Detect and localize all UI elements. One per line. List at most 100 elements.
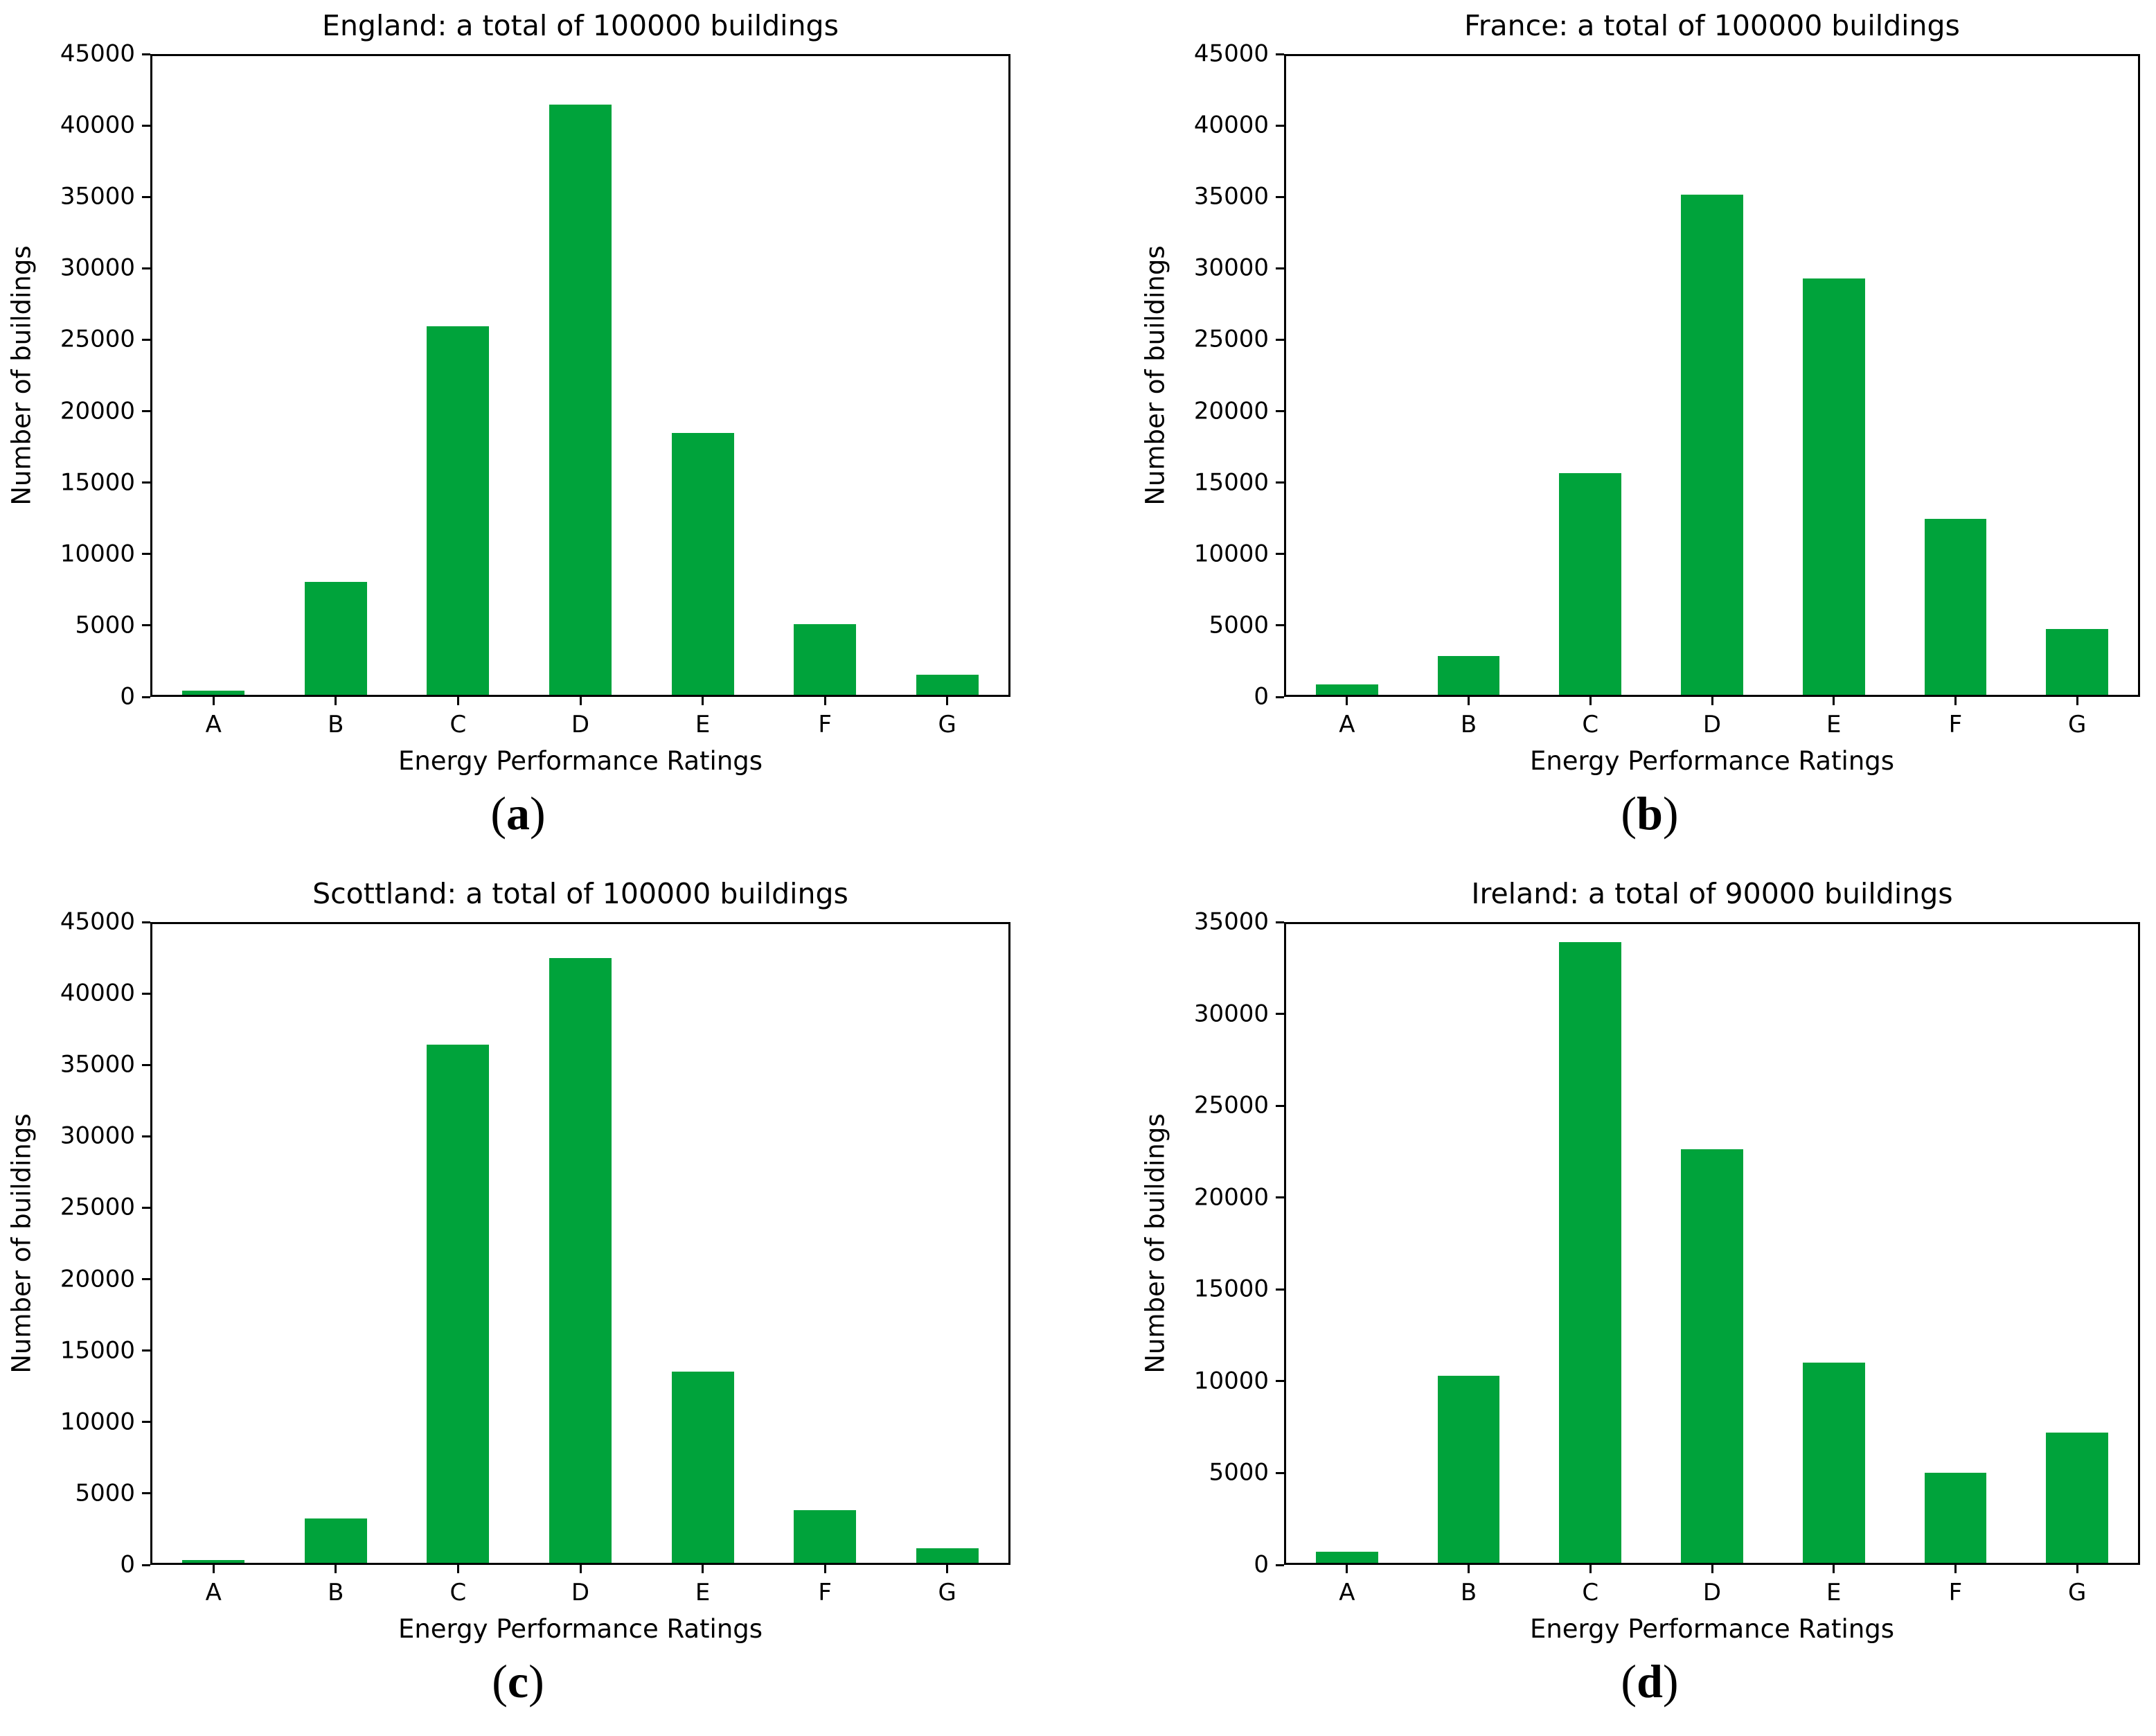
y-tick-mark	[1276, 481, 1284, 484]
y-tick-mark	[142, 1135, 150, 1137]
bar-c	[427, 1045, 490, 1563]
x-axis-label: Energy Performance Ratings	[398, 746, 763, 776]
y-tick-mark	[1276, 338, 1284, 341]
x-tick-label: D	[571, 1579, 590, 1606]
y-tick-label: 25000	[1193, 1091, 1269, 1119]
bar-a	[1316, 684, 1378, 695]
y-tick-label: 25000	[60, 325, 135, 353]
bar-f	[794, 623, 857, 695]
x-tick-mark	[456, 1565, 459, 1573]
x-tick-mark	[1346, 1565, 1348, 1573]
x-tick-mark	[335, 1565, 337, 1573]
y-axis-label: Number of buildings	[1140, 245, 1170, 506]
chart-panel-france: France: a total of 100000 buildings Numbe…	[1078, 0, 2156, 868]
y-tick-label: 0	[120, 1550, 135, 1579]
subfigure-caption: (c)	[492, 1655, 544, 1708]
caption-letter: b	[1637, 787, 1663, 840]
y-tick-mark	[1276, 53, 1284, 55]
x-tick-mark	[823, 1565, 826, 1573]
x-tick-label: B	[328, 1579, 344, 1606]
plot-area	[1284, 54, 2140, 697]
y-tick-label: 35000	[60, 182, 135, 211]
y-tick-mark	[142, 1206, 150, 1209]
y-tick-label: 0	[1254, 1550, 1269, 1579]
y-tick-label: 15000	[60, 1336, 135, 1364]
y-tick-label: 40000	[60, 979, 135, 1007]
y-tick-label: 30000	[1193, 254, 1269, 282]
y-tick-mark	[1276, 1288, 1284, 1291]
y-axis-label: Number of buildings	[6, 1113, 37, 1374]
x-tick-mark	[823, 697, 826, 705]
y-tick-label: 25000	[60, 1193, 135, 1221]
y-tick-label: 0	[1254, 682, 1269, 711]
bar-e	[1802, 1362, 1865, 1563]
bar-g	[916, 1548, 979, 1563]
plot-area	[1284, 922, 2140, 1565]
y-tick-label: 45000	[1193, 39, 1269, 68]
y-tick-label: 30000	[1193, 999, 1269, 1027]
chart-panel-england: England: a total of 100000 buildings Numb…	[0, 0, 1078, 868]
x-tick-mark	[579, 1565, 582, 1573]
x-axis-label: Energy Performance Ratings	[398, 1614, 763, 1644]
x-tick-label: E	[695, 1579, 711, 1606]
y-tick-label: 20000	[1193, 1183, 1269, 1212]
x-tick-mark	[2076, 1565, 2078, 1573]
bar-g	[2046, 629, 2108, 695]
x-tick-mark	[335, 697, 337, 705]
bar-d	[1681, 1149, 1743, 1563]
subfigure-caption: (a)	[490, 787, 546, 840]
bar-d	[549, 105, 612, 695]
x-axis-label: Energy Performance Ratings	[1529, 1614, 1895, 1644]
y-tick-label: 10000	[60, 540, 135, 568]
chart-title: Scottland: a total of 100000 buildings	[312, 877, 848, 910]
y-tick-mark	[142, 195, 150, 198]
y-tick-mark	[142, 1421, 150, 1424]
y-tick-label: 35000	[60, 1050, 135, 1079]
x-tick-mark	[1954, 697, 1957, 705]
bar-f	[1924, 519, 1987, 695]
y-tick-label: 20000	[1193, 396, 1269, 425]
subfigure-caption: (d)	[1621, 1655, 1679, 1708]
x-tick-mark	[1589, 1565, 1592, 1573]
bar-f	[794, 1509, 857, 1563]
y-tick-label: 5000	[1209, 611, 1269, 639]
y-tick-mark	[1276, 1104, 1284, 1107]
y-tick-mark	[142, 1349, 150, 1352]
x-tick-label: D	[571, 711, 590, 738]
bar-e	[671, 432, 734, 695]
x-tick-mark	[946, 697, 949, 705]
x-tick-mark	[702, 1565, 704, 1573]
y-tick-label: 35000	[1193, 182, 1269, 211]
x-tick-mark	[1711, 1565, 1713, 1573]
y-tick-mark	[1276, 1471, 1284, 1474]
x-tick-label: C	[449, 1579, 467, 1606]
x-tick-label: G	[2067, 711, 2087, 738]
y-tick-mark	[142, 553, 150, 556]
x-tick-label: C	[449, 711, 467, 738]
x-tick-mark	[579, 697, 582, 705]
bar-b	[304, 582, 367, 695]
chart-panel-scottland: Scottland: a total of 100000 buildings Nu…	[0, 868, 1078, 1736]
y-tick-label: 5000	[75, 1479, 135, 1507]
y-tick-label: 5000	[75, 611, 135, 639]
x-tick-label: B	[1460, 1579, 1477, 1606]
x-axis-label: Energy Performance Ratings	[1529, 746, 1895, 776]
x-tick-label: C	[1582, 711, 1599, 738]
y-axis-label: Number of buildings	[6, 245, 37, 506]
x-tick-label: G	[938, 711, 956, 738]
x-tick-mark	[1833, 697, 1835, 705]
y-tick-mark	[1276, 124, 1284, 127]
y-tick-mark	[142, 921, 150, 923]
x-tick-label: F	[1948, 1579, 1963, 1606]
y-tick-mark	[1276, 195, 1284, 198]
x-tick-label: A	[1339, 711, 1355, 738]
y-tick-mark	[142, 624, 150, 627]
x-tick-mark	[1468, 697, 1470, 705]
x-tick-mark	[1711, 697, 1713, 705]
x-tick-mark	[1346, 697, 1348, 705]
x-tick-label: D	[1702, 711, 1722, 738]
y-tick-label: 40000	[1193, 111, 1269, 139]
y-tick-label: 10000	[60, 1408, 135, 1436]
y-tick-mark	[142, 53, 150, 55]
bar-d	[549, 957, 612, 1563]
